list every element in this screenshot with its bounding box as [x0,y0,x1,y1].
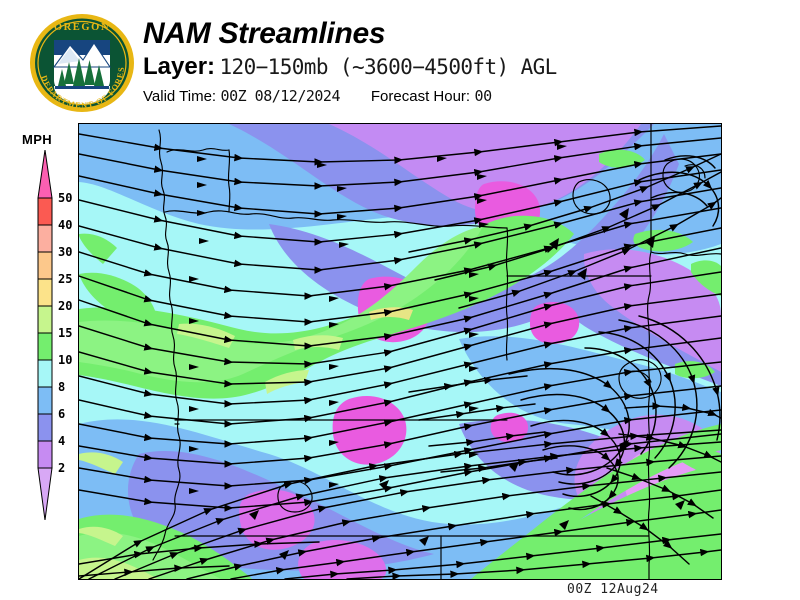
legend-tick-4: 4 [58,434,66,448]
layer-line: Layer: 120−150mb (~3600−4500ft) AGL [143,53,557,83]
map-timestamp: 00Z 12Aug24 [567,582,659,597]
legend-tick-40: 40 [58,218,73,232]
legend-tick-30: 30 [58,245,73,259]
forecast-hour-label: Forecast Hour: [370,88,471,105]
valid-time-line: Valid Time: 00Z 08/12/2024 Forecast Hour… [143,87,557,106]
colorbar-gradient [35,150,55,520]
legend-tick-2: 2 [58,461,66,475]
legend-tick-20: 20 [58,299,73,313]
page-header: OREGON DEPARTMENT OF FORESTRY NAM Stream… [0,0,800,120]
legend-tick-25: 25 [58,272,73,286]
legend-tick-10: 10 [58,353,73,367]
map-canvas[interactable] [79,124,721,579]
forecast-hour-value: 00 [474,87,493,105]
colorbar-svg [37,150,53,520]
legend-tick-50: 50 [58,191,73,205]
valid-time-value: 00Z 08/12/2024 [220,87,341,105]
svg-text:OREGON: OREGON [54,22,110,33]
seal-icon: OREGON DEPARTMENT OF FORESTRY [28,12,134,112]
legend-tick-8: 8 [58,380,66,394]
page-title: NAM Streamlines [143,17,386,50]
legend-units-label: MPH [22,132,53,147]
colorbar-tick-labels: 50 40 30 25 20 15 10 8 6 4 2 [8,150,74,520]
valid-time-label: Valid Time: [143,88,217,105]
layer-value: 120−150mb (~3600−4500ft) AGL [219,55,558,79]
colorbar-legend: MPH 50 40 30 25 20 15 10 8 6 4 [8,132,74,532]
layer-label: Layer: [143,53,216,80]
title-block: NAM Streamlines Layer: 120−150mb (~3600−… [143,18,557,106]
legend-tick-6: 6 [58,407,66,421]
legend-tick-15: 15 [58,326,73,340]
weather-map[interactable] [78,123,722,580]
oregon-department-of-forestry-logo: OREGON DEPARTMENT OF FORESTRY [28,12,136,114]
